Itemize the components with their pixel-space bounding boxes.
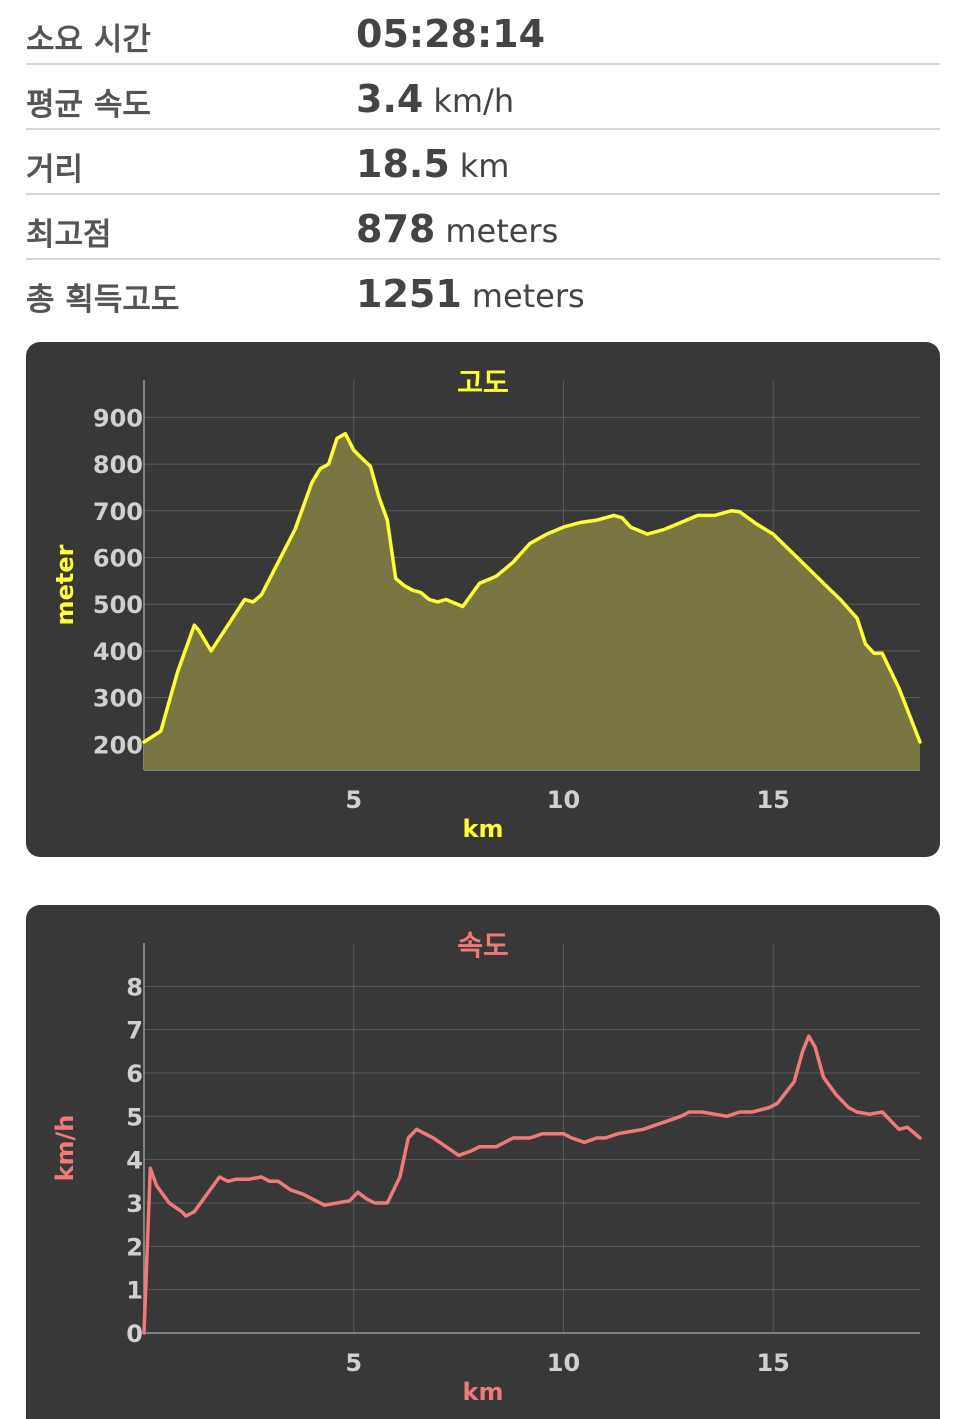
stat-value: 18.5 km (356, 142, 509, 186)
x-tick-label: 15 (756, 786, 789, 814)
stat-unit: km (459, 147, 510, 185)
y-tick-label: 500 (93, 591, 143, 619)
y-tick-label: 7 (126, 1017, 143, 1045)
speed-line (142, 1034, 922, 1335)
stat-unit: meters (471, 277, 585, 315)
stat-label: 소요 시간 (26, 22, 151, 58)
stat-row-elevation-gain: 총 획득고도 1251 meters (26, 260, 940, 323)
x-tick-label: 10 (547, 1349, 580, 1377)
stat-number: 05:28:14 (356, 12, 546, 56)
y-tick-label: 700 (93, 498, 143, 526)
stat-label: 최고점 (26, 217, 112, 253)
speed-chart-panel: 0 1 2 3 4 5 6 7 8 5 10 15 속도 km km/h (26, 905, 940, 1419)
x-tick-label: 5 (345, 1349, 362, 1377)
stat-number: 1251 (356, 272, 462, 316)
stat-row-highest-point: 최고점 878 meters (26, 195, 940, 260)
y-tick-label: 0 (126, 1320, 143, 1348)
stat-label: 총 획득고도 (26, 282, 180, 318)
x-axis-label: km (463, 815, 504, 843)
chart-title: 고도 (457, 366, 509, 399)
y-tick-label: 600 (93, 544, 143, 572)
stat-number: 878 (356, 207, 436, 251)
stat-row-avg-speed: 평균 속도 3.4 km/h (26, 65, 940, 130)
y-tick-label: 5 (126, 1103, 143, 1131)
stat-label: 거리 (26, 152, 84, 188)
stat-number: 3.4 (356, 77, 424, 121)
y-tick-label: 8 (126, 973, 143, 1001)
y-axis-label: km/h (51, 1115, 79, 1182)
stat-unit: km/h (433, 82, 515, 120)
elevation-chart: 200 300 400 500 600 700 800 900 5 10 15 고도 km meter (51, 366, 922, 843)
x-tick-label: 10 (547, 786, 580, 814)
stats-table: 소요 시간 05:28:14 평균 속도 3.4 km/h 거리 18.5 km 최… (26, 0, 940, 323)
x-tick-label: 15 (756, 1349, 789, 1377)
stat-row-distance: 거리 18.5 km (26, 130, 940, 195)
y-axis-label: meter (51, 544, 79, 625)
stat-label: 평균 속도 (26, 87, 151, 123)
y-tick-label: 900 (93, 404, 143, 432)
elevation-line (142, 431, 922, 744)
stat-number: 18.5 (356, 142, 450, 186)
y-tick-label: 1 (126, 1277, 143, 1305)
y-tick-label: 800 (93, 451, 143, 479)
stat-value: 1251 meters (356, 272, 585, 316)
y-tick-label: 2 (126, 1233, 143, 1261)
y-tick-label: 300 (93, 685, 143, 713)
chart-title: 속도 (457, 929, 509, 962)
y-tick-label: 400 (93, 638, 143, 666)
elevation-area-fill (144, 433, 920, 770)
stat-value: 878 meters (356, 207, 558, 251)
stat-unit: meters (445, 212, 559, 250)
x-tick-label: 5 (345, 786, 362, 814)
y-tick-label: 3 (126, 1190, 143, 1218)
stat-value: 05:28:14 (356, 12, 545, 56)
x-axis-label: km (463, 1378, 504, 1406)
y-tick-label: 200 (93, 731, 143, 759)
stat-value: 3.4 km/h (356, 77, 514, 121)
stat-row-duration: 소요 시간 05:28:14 (26, 0, 940, 65)
speed-chart: 0 1 2 3 4 5 6 7 8 5 10 15 속도 km km/h (51, 929, 922, 1406)
elevation-chart-panel: 200 300 400 500 600 700 800 900 5 10 15 고도 km meter (26, 342, 940, 857)
y-tick-label: 6 (126, 1060, 143, 1088)
y-tick-label: 4 (126, 1147, 143, 1175)
